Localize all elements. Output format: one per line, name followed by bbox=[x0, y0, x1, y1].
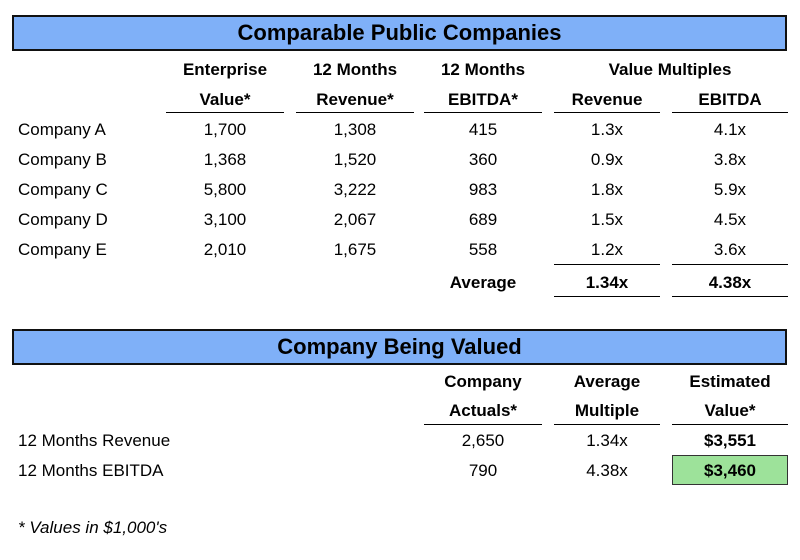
revenue-multiple-cell: 1.5x bbox=[590, 210, 624, 229]
revenue-multiple-cell: 1.3x bbox=[590, 120, 624, 139]
header-estimated-value-line2: Value* bbox=[704, 401, 756, 420]
revenue-cell: 1,308 bbox=[333, 120, 377, 139]
company-actual-cell: 2,650 bbox=[461, 431, 505, 450]
company-name: Company E bbox=[18, 240, 107, 259]
ebitda-cell: 983 bbox=[468, 180, 498, 199]
header-enterprise-value-line2: Value* bbox=[199, 90, 251, 109]
average-label: Average bbox=[449, 273, 517, 292]
company-actual-cell: 790 bbox=[468, 461, 498, 480]
header-ebitda-line2: EBITDA* bbox=[448, 90, 518, 109]
revenue-cell: 3,222 bbox=[333, 180, 377, 199]
header-average-multiple-line1: Average bbox=[573, 372, 641, 391]
valued-title: Company Being Valued bbox=[277, 334, 522, 359]
revenue-multiple-cell: 0.9x bbox=[590, 150, 624, 169]
header-company-actuals-line1: Company bbox=[444, 372, 522, 391]
ebitda-cell: 415 bbox=[468, 120, 498, 139]
highlighted-value-box bbox=[672, 455, 788, 485]
header-company-actuals-line2: Actuals* bbox=[448, 401, 518, 420]
ebitda-multiple-cell: 4.1x bbox=[713, 120, 747, 139]
revenue-cell: 1,520 bbox=[333, 150, 377, 169]
metric-label: 12 Months Revenue bbox=[18, 431, 171, 450]
header-multiple-ebitda: EBITDA bbox=[698, 90, 762, 109]
header-underline bbox=[296, 112, 414, 113]
header-underline bbox=[424, 112, 542, 113]
revenue-cell: 2,067 bbox=[333, 210, 377, 229]
header-revenue-line1: 12 Months bbox=[312, 60, 398, 79]
header-underline bbox=[554, 112, 660, 113]
average-top-rule bbox=[672, 264, 788, 265]
average-top-rule bbox=[554, 264, 660, 265]
average-ebitda-multiple: 4.38x bbox=[708, 273, 752, 292]
header-underline bbox=[554, 424, 660, 425]
header-value-multiples: Value Multiples bbox=[608, 60, 732, 79]
ebitda-multiple-cell: 3.6x bbox=[713, 240, 747, 259]
header-underline bbox=[672, 112, 788, 113]
header-underline bbox=[424, 424, 542, 425]
company-name: Company B bbox=[18, 150, 107, 169]
average-bottom-rule bbox=[554, 296, 660, 297]
header-revenue-line2: Revenue* bbox=[316, 90, 394, 109]
header-multiple-revenue: Revenue bbox=[571, 90, 643, 109]
revenue-multiple-cell: 1.2x bbox=[590, 240, 624, 259]
enterprise-value-cell: 5,800 bbox=[203, 180, 247, 199]
valued-title-banner: Company Being Valued bbox=[12, 329, 787, 365]
enterprise-value-cell: 3,100 bbox=[203, 210, 247, 229]
company-name: Company A bbox=[18, 120, 106, 139]
metric-label: 12 Months EBITDA bbox=[18, 461, 164, 480]
ebitda-cell: 689 bbox=[468, 210, 498, 229]
header-estimated-value-line1: Estimated bbox=[689, 372, 771, 391]
header-underline bbox=[166, 112, 284, 113]
average-revenue-multiple: 1.34x bbox=[585, 273, 629, 292]
ebitda-cell: 558 bbox=[468, 240, 498, 259]
enterprise-value-cell: 1,368 bbox=[203, 150, 247, 169]
company-name: Company D bbox=[18, 210, 108, 229]
header-ebitda-line1: 12 Months bbox=[440, 60, 526, 79]
header-underline bbox=[672, 424, 788, 425]
ebitda-cell: 360 bbox=[468, 150, 498, 169]
ebitda-multiple-cell: 3.8x bbox=[713, 150, 747, 169]
enterprise-value-cell: 1,700 bbox=[203, 120, 247, 139]
average-multiple-cell: 1.34x bbox=[586, 431, 628, 450]
comparables-title-banner: Comparable Public Companies bbox=[12, 15, 787, 51]
estimated-value-cell: $3,551 bbox=[704, 431, 756, 450]
comparables-title: Comparable Public Companies bbox=[237, 20, 562, 45]
revenue-multiple-cell: 1.8x bbox=[590, 180, 624, 199]
footnote: * Values in $1,000's bbox=[18, 518, 168, 537]
header-enterprise-value-line1: Enterprise bbox=[182, 60, 268, 79]
ebitda-multiple-cell: 4.5x bbox=[713, 210, 747, 229]
ebitda-multiple-cell: 5.9x bbox=[713, 180, 747, 199]
revenue-cell: 1,675 bbox=[333, 240, 377, 259]
enterprise-value-cell: 2,010 bbox=[203, 240, 247, 259]
header-average-multiple-line2: Multiple bbox=[574, 401, 640, 420]
estimated-value-cell-highlighted: $3,460 bbox=[704, 461, 756, 480]
average-multiple-cell: 4.38x bbox=[586, 461, 628, 480]
company-name: Company C bbox=[18, 180, 108, 199]
average-bottom-rule bbox=[672, 296, 788, 297]
